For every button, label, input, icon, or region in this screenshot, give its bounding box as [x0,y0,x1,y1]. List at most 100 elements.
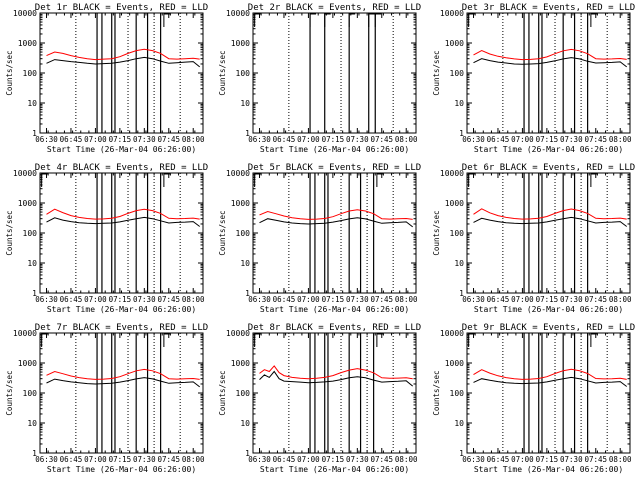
x-tick-label: 07:00 [511,135,534,144]
x-tick-label: 06:30 [462,135,485,144]
y-tick-label: 1000 [445,39,464,48]
x-tick-label: 07:30 [346,135,369,144]
panel-title: Det 7r BLACK = Events, RED = LLD [35,323,208,333]
x-tick-label: 07:15 [322,135,345,144]
series-line-events [259,217,414,228]
x-tick-label: 07:30 [346,295,369,304]
plot-frame [466,332,631,454]
x-axis-label: Start Time (26-Mar-04 06:26:00) [474,305,623,314]
x-tick-label: 07:00 [297,455,320,464]
x-axis-label: Start Time (26-Mar-04 06:26:00) [474,465,623,474]
x-axis-label: Start Time (26-Mar-04 06:26:00) [47,145,196,154]
y-tick-label: 1 [32,289,37,298]
y-tick-label: 10000 [226,9,250,18]
x-tick-label: 07:45 [157,455,180,464]
x-axis-label: Start Time (26-Mar-04 06:26:00) [47,465,196,474]
y-tick-label: 10 [240,259,250,268]
x-tick-label: 06:30 [248,455,271,464]
x-tick-label: 07:45 [370,455,393,464]
x-tick-label: 06:45 [273,135,296,144]
x-tick-label: 07:15 [536,135,559,144]
y-tick-label: 100 [236,69,251,78]
panel-title: Det 2r BLACK = Events, RED = LLD [248,3,421,13]
y-tick-label: 10000 [440,329,464,338]
x-tick-label: 07:30 [133,135,156,144]
x-tick-label: 07:15 [109,135,132,144]
x-tick-label: 06:30 [35,135,58,144]
x-tick-label: 07:15 [109,295,132,304]
y-tick-label: 100 [450,229,465,238]
x-tick-label: 06:45 [487,295,510,304]
plot-frame [252,12,417,134]
y-tick-label: 10 [27,259,37,268]
y-tick-label: 1000 [231,199,250,208]
y-tick-label: 100 [23,229,38,238]
y-tick-label: 1 [32,129,37,138]
x-axis-label: Start Time (26-Mar-04 06:26:00) [474,145,623,154]
y-tick-label: 10000 [226,169,250,178]
x-tick-label: 06:45 [60,295,83,304]
y-axis-label: Counts/sec [5,210,14,255]
x-tick-label: 07:15 [322,455,345,464]
y-tick-label: 100 [23,389,38,398]
x-tick-label: 08:00 [182,295,205,304]
flag-marker [309,13,317,27]
y-axis-label: Counts/sec [5,370,14,415]
x-tick-label: 07:15 [536,295,559,304]
y-tick-label: 10000 [226,329,250,338]
y-axis-label: Counts/sec [218,210,227,255]
x-axis-label: Start Time (26-Mar-04 06:26:00) [260,465,409,474]
y-tick-label: 10 [454,259,464,268]
y-tick-label: 1000 [445,199,464,208]
y-tick-label: 1000 [18,39,37,48]
y-tick-label: 10000 [13,329,37,338]
x-tick-label: 07:30 [560,295,583,304]
y-tick-label: 10000 [13,169,37,178]
y-tick-label: 1 [245,289,250,298]
plot-frame [39,332,204,454]
y-tick-label: 1 [32,449,37,458]
x-tick-label: 06:45 [487,135,510,144]
x-tick-label: 08:00 [182,455,205,464]
plot-frame [39,12,204,134]
x-tick-label: 07:00 [84,455,107,464]
detector-panel-6: Det 6r BLACK = Events, RED = LLD 1 10 100 10… [432,163,635,314]
series-line-events [473,216,628,227]
x-tick-label: 06:45 [60,135,83,144]
x-tick-label: 07:15 [536,455,559,464]
x-tick-label: 07:00 [297,135,320,144]
y-tick-label: 10 [27,419,37,428]
series-line-lld [473,48,627,61]
x-tick-label: 07:45 [157,295,180,304]
x-tick-label: 06:30 [35,455,58,464]
x-tick-label: 07:45 [584,135,607,144]
x-tick-label: 08:00 [395,295,418,304]
series-line-lld [259,365,413,380]
x-tick-label: 07:45 [370,295,393,304]
y-axis-label: Counts/sec [432,210,441,255]
x-tick-label: 07:30 [560,455,583,464]
detector-panel-7: Det 7r BLACK = Events, RED = LLD 1 10 100 10… [5,323,208,474]
plot-frame [39,172,204,294]
y-tick-label: 10000 [440,169,464,178]
y-tick-label: 10000 [13,9,37,18]
y-tick-label: 1 [245,129,250,138]
y-tick-label: 10 [454,419,464,428]
x-tick-label: 07:00 [84,135,107,144]
detector-panel-4: Det 4r BLACK = Events, RED = LLD 1 10 100 10… [5,163,208,314]
x-tick-label: 08:00 [395,135,418,144]
series-line-lld [46,48,200,61]
flag-marker [368,13,375,27]
panel-title: Det 5r BLACK = Events, RED = LLD [248,163,421,173]
panel-title: Det 6r BLACK = Events, RED = LLD [462,163,635,173]
x-tick-label: 07:00 [84,295,107,304]
detector-panel-9: Det 9r BLACK = Events, RED = LLD 1 10 100 10… [432,323,635,474]
series-line-lld [46,208,200,220]
x-tick-label: 08:00 [395,455,418,464]
detector-panel-8: Det 8r BLACK = Events, RED = LLD 1 10 100 10… [218,323,421,474]
x-tick-label: 08:00 [609,455,632,464]
y-tick-label: 100 [450,69,465,78]
flag-marker [348,13,356,27]
x-tick-label: 07:00 [511,455,534,464]
flag-marker [374,13,382,27]
